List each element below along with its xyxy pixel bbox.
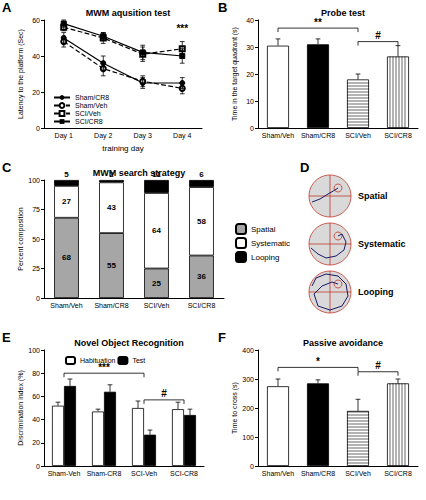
svg-text:SCI-Veh: SCI-Veh [131,470,157,477]
svg-text:**: ** [314,17,322,28]
svg-text:0: 0 [36,463,40,470]
svg-text:40: 40 [32,53,40,60]
svg-text:Spatial: Spatial [358,191,388,201]
svg-text:400: 400 [242,347,254,354]
svg-text:training day: training day [102,144,143,153]
svg-text:0: 0 [36,295,40,302]
svg-text:0: 0 [250,463,254,470]
svg-text:Systematic: Systematic [251,239,290,248]
svg-text:68: 68 [62,253,71,262]
svg-text:MWM search strategy: MWM search strategy [93,168,186,178]
svg-text:10: 10 [246,98,254,105]
svg-text:Percent composition: Percent composition [17,207,25,271]
svg-text:58: 58 [197,217,206,226]
svg-text:80: 80 [32,370,40,377]
svg-text:B: B [218,0,227,15]
svg-text:Sham/CR8: Sham/CR8 [75,94,109,101]
svg-text:Latency to the platform (Sec): Latency to the platform (Sec) [17,29,25,119]
svg-text:A: A [2,0,12,15]
svg-text:60: 60 [32,17,40,24]
svg-text:SCI/CR8: SCI/CR8 [75,118,103,125]
svg-text:Test: Test [132,357,145,364]
svg-text:25: 25 [152,279,161,288]
svg-text:Sham-Veh: Sham-Veh [48,470,81,477]
svg-text:MWM aqusition test: MWM aqusition test [86,8,171,18]
svg-text:Sham/CR8: Sham/CR8 [301,470,335,477]
svg-text:27: 27 [62,197,71,206]
svg-text:Day 2: Day 2 [94,132,112,140]
svg-text:D: D [300,160,309,175]
svg-text:Sham/Veh: Sham/Veh [262,470,294,477]
svg-text:SCI/CR8: SCI/CR8 [384,132,412,139]
svg-text:#: # [375,30,381,41]
svg-text:Time in the target quadrant (s: Time in the target quadrant (s) [231,27,239,121]
svg-text:60: 60 [32,393,40,400]
svg-text:#: # [161,388,167,399]
svg-text:100: 100 [28,347,40,354]
svg-text:50: 50 [32,236,40,243]
svg-text:0: 0 [36,125,40,132]
svg-text:300: 300 [242,376,254,383]
svg-text:55: 55 [107,261,116,270]
svg-text:5: 5 [64,170,69,179]
svg-text:20: 20 [246,71,254,78]
svg-text:SCI/CR8: SCI/CR8 [384,470,412,477]
svg-text:Discrimination index (%): Discrimination index (%) [17,370,25,445]
svg-text:F: F [218,330,226,345]
svg-text:Time to cross (s): Time to cross (s) [231,382,239,434]
svg-text:SCI-CR8: SCI-CR8 [170,470,198,477]
svg-text:Passive avoidance: Passive avoidance [303,338,383,348]
svg-text:100: 100 [28,177,40,184]
svg-text:43: 43 [107,203,116,212]
svg-text:25: 25 [32,265,40,272]
svg-text:Day 1: Day 1 [55,132,73,140]
svg-text:20: 20 [32,89,40,96]
svg-text:SCI/Veh: SCI/Veh [75,110,101,117]
svg-text:SCI/Veh: SCI/Veh [345,132,371,139]
svg-text:20: 20 [32,439,40,446]
svg-text:***: *** [176,23,188,34]
svg-text:***: *** [98,362,110,373]
svg-text:200: 200 [242,405,254,412]
svg-text:Sham/Veh: Sham/Veh [75,102,107,109]
svg-text:75: 75 [32,206,40,213]
svg-text:36: 36 [197,272,206,281]
svg-text:SCI/CR8: SCI/CR8 [188,302,216,309]
svg-text:Looping: Looping [251,253,279,262]
svg-text:C: C [2,160,12,175]
svg-text:64: 64 [152,226,161,235]
svg-text:SCI/Veh: SCI/Veh [345,470,371,477]
svg-text:#: # [375,360,381,371]
svg-text:Day 4: Day 4 [173,132,191,140]
svg-text:E: E [2,330,11,345]
svg-text:40: 40 [246,17,254,24]
svg-text:40: 40 [32,416,40,423]
svg-text:Sham/Veh: Sham/Veh [50,302,82,309]
svg-text:Probe test: Probe test [321,8,365,18]
svg-text:Systematic: Systematic [358,239,406,249]
svg-text:Sham/CR8: Sham/CR8 [301,132,335,139]
svg-text:6: 6 [199,170,204,179]
svg-text:*: * [316,356,320,367]
svg-text:Sham-CR8: Sham-CR8 [87,470,122,477]
svg-text:Sham/Veh: Sham/Veh [262,132,294,139]
svg-text:Novel Object Recognition: Novel Object Recognition [74,338,184,348]
svg-text:Looping: Looping [358,287,394,297]
svg-text:30: 30 [246,44,254,51]
svg-text:Sham/CR8: Sham/CR8 [94,302,128,309]
svg-text:100: 100 [242,434,254,441]
svg-text:SCI/Veh: SCI/Veh [144,302,170,309]
svg-text:Day 3: Day 3 [134,132,152,140]
svg-text:Habituation: Habituation [80,357,116,364]
svg-text:0: 0 [250,125,254,132]
svg-text:Spatial: Spatial [251,225,276,234]
